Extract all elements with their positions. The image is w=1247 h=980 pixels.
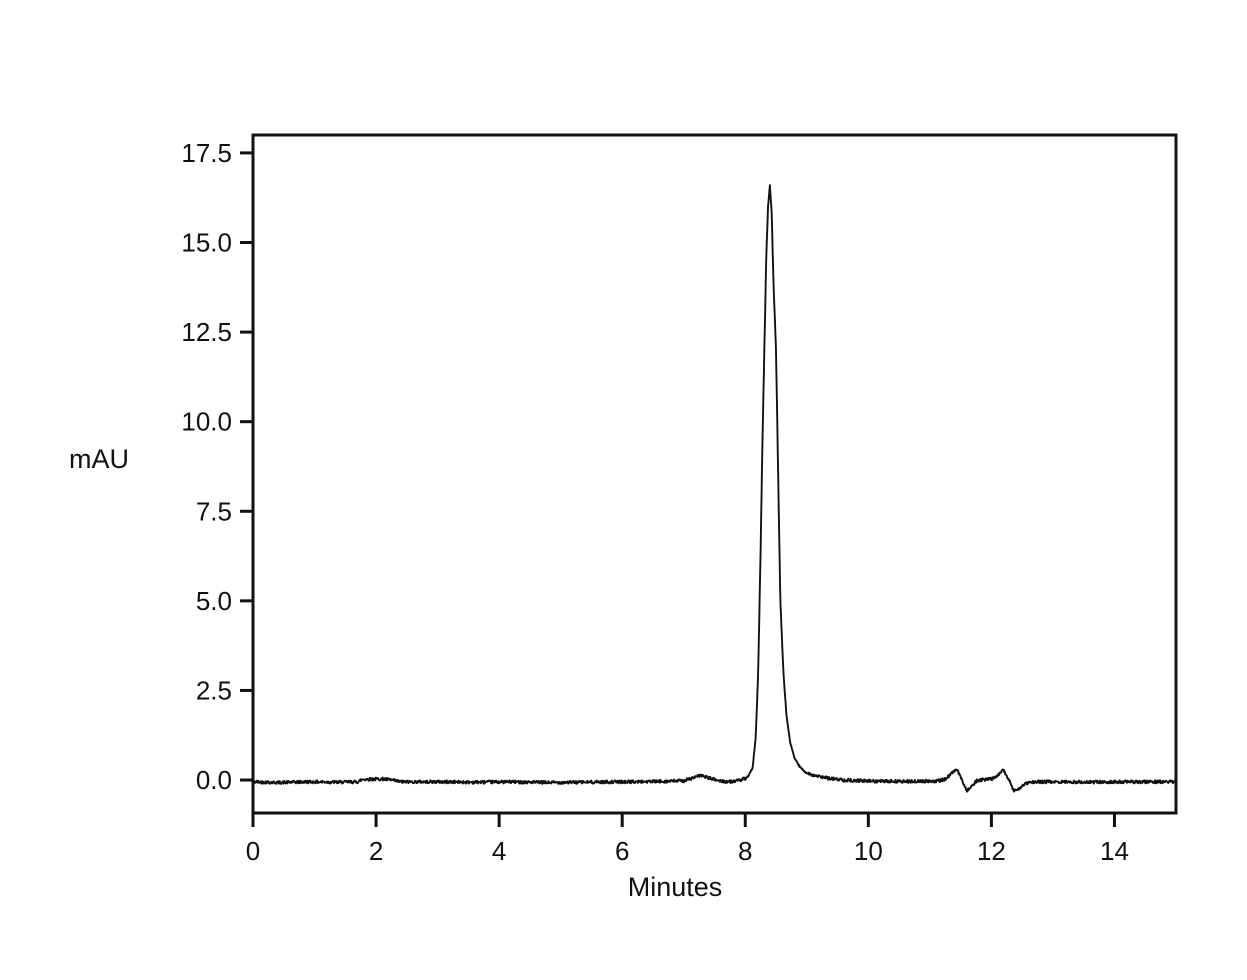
- x-tick-label: 14: [1100, 836, 1129, 866]
- x-tick-label: 4: [492, 836, 506, 866]
- y-tick-label: 12.5: [181, 317, 232, 347]
- x-axis-title: Minutes: [627, 872, 723, 902]
- y-tick-label: 15.0: [181, 228, 232, 258]
- y-tick-label: 2.5: [196, 675, 232, 705]
- plot-frame: [251, 133, 1178, 815]
- y-tick-label: 10.0: [181, 407, 232, 437]
- y-tick-label: 7.5: [196, 496, 232, 526]
- x-tick-label: 10: [854, 836, 883, 866]
- y-tick-label: 5.0: [196, 586, 232, 616]
- signal-trace: [252, 184, 1177, 793]
- y-tick-label: 17.5: [181, 138, 232, 168]
- x-tick-label: 2: [369, 836, 383, 866]
- x-tick-label: 12: [977, 836, 1006, 866]
- x-tick-label: 0: [246, 836, 260, 866]
- y-tick-label: 0.0: [196, 765, 232, 795]
- x-tick-label: 8: [738, 836, 752, 866]
- x-tick-label: 6: [615, 836, 629, 866]
- y-axis-title: mAU: [69, 444, 129, 474]
